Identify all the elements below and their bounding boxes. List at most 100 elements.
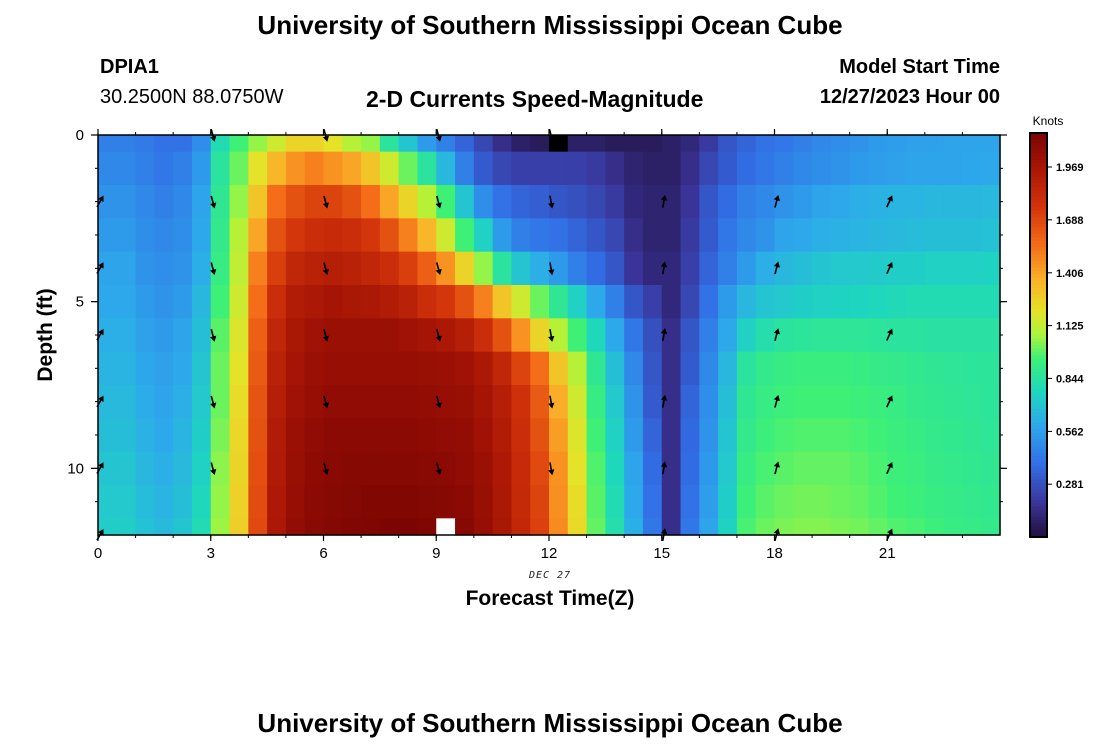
colorbar-segment bbox=[1030, 304, 1047, 309]
colorbar-segment bbox=[1030, 372, 1047, 376]
heatmap-cell bbox=[173, 285, 193, 319]
heatmap-cell bbox=[755, 451, 776, 486]
heatmap-cell bbox=[417, 385, 437, 419]
heatmap-cell bbox=[135, 451, 155, 486]
heatmap-cell bbox=[567, 451, 588, 486]
heatmap-cell bbox=[549, 451, 569, 486]
colorbar-segment bbox=[1030, 510, 1047, 515]
heatmap-cell bbox=[154, 151, 174, 186]
heatmap-cell bbox=[755, 251, 776, 286]
current-arrow bbox=[210, 395, 217, 409]
colorbar-segment bbox=[1030, 247, 1047, 252]
heatmap-cell bbox=[154, 451, 174, 486]
heatmap-cell bbox=[924, 418, 945, 453]
heatmap-cell bbox=[304, 185, 325, 219]
heatmap-cell bbox=[943, 418, 964, 453]
heatmap-cell bbox=[379, 151, 400, 186]
heatmap-cell bbox=[906, 185, 926, 219]
heatmap-cell bbox=[830, 185, 851, 219]
colorbar-segment bbox=[1030, 143, 1047, 148]
heatmap-cell bbox=[718, 418, 738, 453]
colorbar-segment bbox=[1030, 234, 1047, 238]
heatmap-cell bbox=[379, 285, 400, 319]
heatmap-cell bbox=[812, 218, 832, 253]
heatmap-cell bbox=[267, 418, 287, 453]
y-tick-label: 5 bbox=[76, 294, 84, 311]
heatmap-cell bbox=[492, 251, 513, 286]
heatmap-cell bbox=[98, 351, 118, 386]
colorbar-segment bbox=[1030, 166, 1047, 171]
colorbar-tick-label: 1.406 bbox=[1056, 268, 1084, 280]
model-start-value: 12/27/2023 Hour 00 bbox=[819, 86, 1000, 108]
heatmap-cell bbox=[924, 218, 945, 253]
heatmap-cell bbox=[436, 135, 456, 153]
heatmap-cell bbox=[887, 285, 907, 319]
colorbar-segment bbox=[1030, 415, 1047, 420]
heatmap-cell bbox=[379, 351, 400, 386]
heatmap-cell bbox=[549, 185, 569, 219]
colorbar-segment bbox=[1030, 277, 1047, 282]
heatmap-cell bbox=[830, 218, 851, 253]
x-tick-label: 6 bbox=[319, 545, 327, 562]
heatmap-cell bbox=[943, 518, 964, 536]
colorbar-segment bbox=[1030, 294, 1047, 299]
heatmap-cell bbox=[755, 218, 776, 253]
heatmap-cell bbox=[962, 218, 982, 253]
heatmap-cell bbox=[962, 285, 982, 319]
heatmap-cell bbox=[530, 385, 550, 419]
heatmap-cell bbox=[267, 451, 287, 486]
heatmap-cell bbox=[699, 485, 719, 519]
heatmap-cell bbox=[868, 385, 888, 419]
colorbar-segment bbox=[1030, 456, 1047, 461]
heatmap-cell bbox=[191, 518, 212, 536]
heatmap-cell bbox=[229, 151, 249, 186]
heatmap-cell bbox=[530, 151, 550, 186]
heatmap-cell bbox=[962, 151, 982, 186]
heatmap-cell bbox=[530, 285, 550, 319]
heatmap-cell bbox=[229, 518, 249, 536]
heatmap-cell bbox=[473, 418, 494, 453]
colorbar-segment bbox=[1030, 203, 1047, 208]
heatmap-cell bbox=[924, 351, 945, 386]
colorbar-segment bbox=[1030, 240, 1047, 245]
colorbar-segment bbox=[1030, 523, 1047, 528]
heatmap-cell bbox=[868, 418, 888, 453]
heatmap-cell bbox=[248, 351, 268, 386]
x-tick-label: 3 bbox=[207, 545, 215, 562]
heatmap-cell bbox=[342, 351, 362, 386]
heatmap-cell bbox=[605, 451, 625, 486]
current-arrow bbox=[548, 462, 555, 476]
heatmap-cell bbox=[549, 418, 569, 453]
heatmap-cell bbox=[567, 151, 588, 186]
heatmap-cell bbox=[417, 351, 437, 386]
heatmap-cell bbox=[267, 351, 287, 386]
heatmap-cell bbox=[323, 318, 343, 353]
heatmap-cell bbox=[398, 151, 419, 186]
heatmap-cell bbox=[849, 518, 870, 536]
colorbar-segment bbox=[1030, 368, 1047, 373]
heatmap-cell bbox=[417, 151, 437, 186]
colorbar-tick-label: 0.844 bbox=[1056, 373, 1084, 385]
heatmap-cell bbox=[530, 251, 550, 286]
current-arrow bbox=[322, 328, 329, 342]
heatmap-cell bbox=[323, 351, 343, 386]
heatmap-cell bbox=[624, 518, 644, 536]
heatmap-cell bbox=[398, 418, 419, 453]
heatmap-cell bbox=[567, 351, 588, 386]
heatmap-cell bbox=[98, 318, 118, 353]
heatmap-cell bbox=[511, 451, 531, 486]
colorbar-segment bbox=[1030, 483, 1047, 488]
heatmap-cell bbox=[624, 385, 644, 419]
y-axis: 0 5 10 bbox=[67, 127, 1007, 503]
heatmap-cell bbox=[417, 135, 437, 153]
heatmap-cell bbox=[680, 351, 700, 386]
heatmap-cell bbox=[473, 518, 494, 536]
heatmap-cell bbox=[323, 418, 343, 453]
heatmap-cell bbox=[229, 485, 249, 519]
heatmap-cell bbox=[304, 318, 325, 353]
heatmap-cell bbox=[699, 385, 719, 419]
heatmap-cell bbox=[304, 451, 325, 486]
heatmap-cell bbox=[755, 351, 776, 386]
heatmap-cell bbox=[361, 351, 381, 386]
heatmap-cell bbox=[154, 485, 174, 519]
